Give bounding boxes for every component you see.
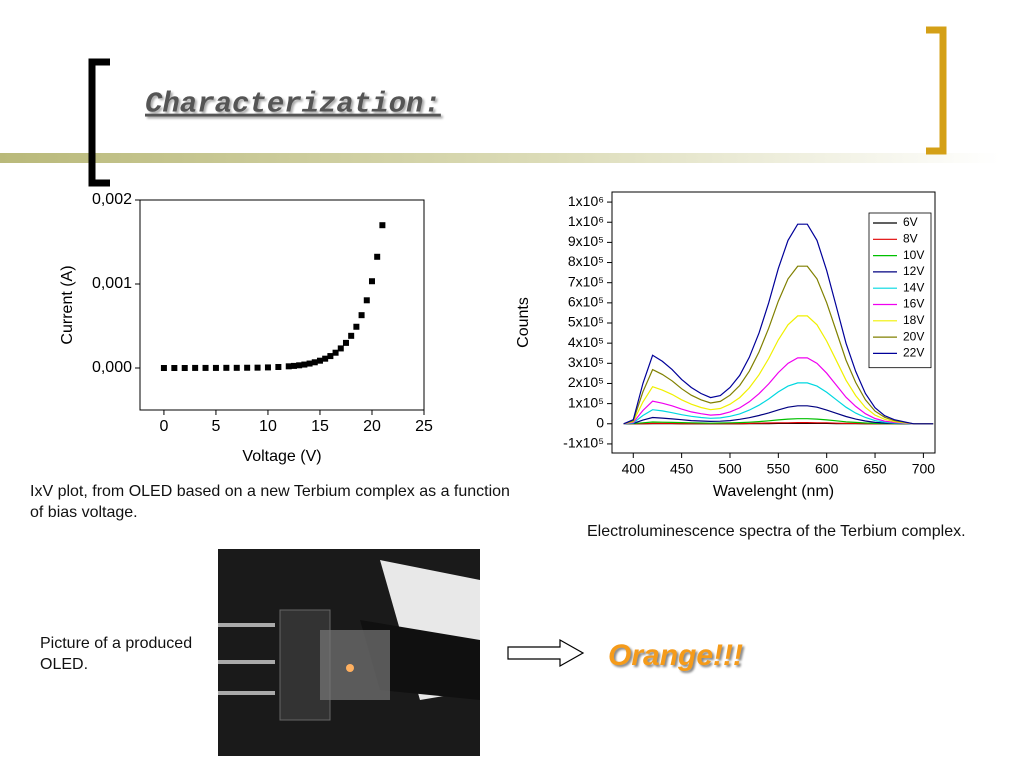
x-axis-label: Wavelenght (nm): [713, 483, 834, 500]
data-point: [301, 361, 308, 368]
data-point: [171, 365, 178, 371]
legend-label: 16V: [903, 297, 924, 311]
series-line: [623, 418, 934, 425]
legend-label: 8V: [903, 231, 918, 245]
y-tick-label: 2x10⁵: [568, 374, 604, 390]
y-tick-label: 5x10⁵: [568, 314, 604, 330]
caption: IxV plot, from OLED based on a new Terbi…: [30, 483, 510, 521]
y-tick-label: 8x10⁵: [568, 253, 604, 269]
legend-label: 6V: [903, 215, 918, 229]
data-point: [342, 339, 349, 346]
caption: Picture of a produced OLED.: [40, 635, 193, 673]
caption: Electroluminescence spectra of the Terbi…: [587, 523, 966, 540]
x-tick-label: 550: [767, 461, 791, 477]
y-tick-label: 6x10⁵: [568, 294, 604, 310]
y-tick-label: 0,000: [92, 359, 132, 376]
data-point: [379, 222, 386, 229]
x-tick-label: 500: [718, 461, 742, 477]
right-bracket: [926, 26, 947, 155]
y-tick-label: 1x10⁶: [568, 213, 604, 229]
data-point: [254, 364, 261, 371]
x-tick-label: 0: [159, 418, 168, 435]
data-point: [332, 349, 339, 356]
emphasis: Orange!!!: [608, 639, 743, 672]
legend-label: 22V: [903, 346, 924, 360]
y-tick-label: 3x10⁵: [568, 354, 604, 370]
y-tick-label: 1x10⁶: [568, 193, 604, 209]
arrow: [507, 638, 585, 668]
data-point: [374, 253, 381, 260]
legend-label: 12V: [903, 264, 924, 278]
series-line: [623, 405, 934, 425]
header-bar: [0, 153, 1000, 163]
x-axis-label: Voltage (V): [242, 448, 321, 465]
data-point: [160, 365, 167, 371]
x-tick-label: 700: [912, 461, 936, 477]
x-tick-label: 25: [415, 418, 433, 435]
data-point: [337, 345, 344, 352]
data-point: [212, 364, 219, 371]
data-point: [223, 364, 230, 371]
x-tick-label: 20: [363, 418, 381, 435]
data-point: [233, 364, 240, 371]
x-tick-label: 650: [863, 461, 887, 477]
data-point: [285, 363, 292, 370]
y-axis-label: Counts: [515, 297, 532, 348]
y-tick-label: 7x10⁵: [568, 273, 604, 289]
y-tick-label: 0: [596, 414, 604, 430]
y-tick-label: 0,002: [92, 191, 132, 208]
plot-frame: [139, 199, 425, 411]
data-point: [244, 364, 251, 371]
data-point: [327, 353, 334, 360]
data-point: [311, 359, 318, 366]
x-tick-label: 5: [211, 418, 220, 435]
photo: [218, 549, 480, 756]
data-point: [290, 362, 297, 369]
data-point: [192, 364, 199, 371]
x-tick-label: 400: [622, 461, 646, 477]
x-tick-label: 450: [670, 461, 694, 477]
series-line: [623, 265, 934, 425]
y-tick-label: 9x10⁵: [568, 233, 604, 249]
series-line: [623, 357, 934, 425]
data-point: [368, 278, 375, 285]
data-point: [363, 297, 370, 304]
data-point: [316, 357, 323, 364]
x-tick-label: 15: [311, 418, 329, 435]
series-line: [623, 382, 934, 425]
plot-frame: [611, 191, 936, 454]
series-line: [623, 223, 934, 425]
x-tick-label: 10: [259, 418, 277, 435]
data-point: [181, 365, 188, 371]
left-bracket: [88, 58, 110, 187]
y-tick-label: 1x10⁵: [568, 394, 604, 410]
data-point: [353, 323, 360, 330]
x-tick-label: 600: [815, 461, 839, 477]
y-tick-label: -1x10⁵: [563, 435, 604, 451]
data-point: [275, 363, 282, 370]
data-point: [348, 332, 355, 339]
data-point: [322, 355, 329, 362]
y-tick-label: 4x10⁵: [568, 334, 604, 350]
data-point: [358, 312, 365, 319]
series-line: [623, 315, 934, 425]
y-tick-label: 0,001: [92, 275, 132, 292]
data-point: [264, 364, 271, 371]
legend-label: 10V: [903, 248, 924, 262]
data-point: [296, 362, 303, 369]
data-point: [306, 360, 313, 367]
slide-title: Characterization:: [145, 88, 441, 121]
legend-label: 20V: [903, 329, 924, 343]
y-axis-label: Current (A): [59, 265, 76, 344]
data-point: [202, 364, 209, 371]
legend-label: 14V: [903, 280, 924, 294]
legend-label: 18V: [903, 313, 924, 327]
